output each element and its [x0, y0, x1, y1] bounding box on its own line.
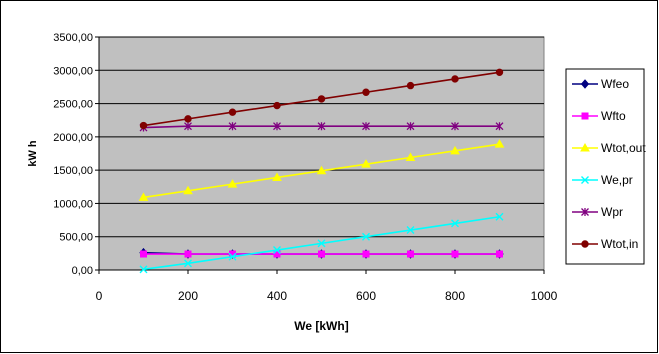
data-point — [451, 250, 459, 258]
legend-marker — [581, 176, 589, 184]
series-1 — [140, 250, 503, 258]
data-point — [406, 226, 415, 235]
legend-label: Wpr — [601, 205, 623, 219]
data-point — [184, 115, 192, 123]
data-point — [273, 250, 281, 258]
y-tick-label: 1500,00 — [53, 165, 93, 177]
data-point — [273, 122, 281, 131]
legend-label: Wtot,out — [601, 141, 646, 155]
data-point — [405, 152, 416, 161]
y-axis-label: kW h — [27, 140, 39, 167]
x-axis-ticks: 0 200 400 600 800 1000 — [96, 37, 558, 303]
data-point — [317, 95, 326, 103]
y-tick-label: 2000,00 — [53, 132, 93, 144]
series-4 — [139, 122, 504, 132]
data-point — [495, 212, 504, 221]
data-point — [184, 250, 192, 258]
legend-item: Wfeo — [572, 77, 629, 91]
legend-box — [565, 68, 645, 265]
plot-area — [98, 36, 545, 271]
y-tick-label: 3000,00 — [53, 65, 93, 77]
legend-item: We,pr — [572, 173, 633, 187]
y-tick-label: 0,00 — [72, 265, 93, 277]
legend-label: Wfeo — [601, 77, 629, 91]
series-5 — [139, 68, 504, 130]
legend-marker — [581, 112, 589, 120]
data-point — [362, 122, 370, 131]
legend-label: Wtot,in — [601, 237, 638, 251]
data-point — [228, 252, 237, 261]
legend-label: Wfto — [601, 109, 626, 123]
data-point — [495, 122, 504, 131]
data-point — [362, 232, 370, 241]
series-group — [138, 68, 505, 274]
x-tick-label: 1000 — [531, 289, 558, 303]
legend-marker — [580, 79, 590, 89]
data-point — [451, 219, 459, 228]
legend-marker — [580, 142, 590, 152]
x-tick-label: 600 — [356, 289, 376, 303]
data-point — [406, 81, 415, 90]
series-3 — [139, 212, 504, 274]
legend: Wfeo Wfto Wtot,out We,pr Wpr Wtot,in — [565, 68, 646, 265]
data-point — [184, 259, 192, 268]
data-point — [495, 68, 504, 76]
x-axis-label: We [kWh] — [294, 319, 348, 333]
legend-item: Wfto — [572, 109, 626, 123]
data-point — [272, 172, 282, 181]
data-point — [228, 122, 237, 131]
data-point — [318, 250, 325, 258]
data-point — [451, 122, 459, 131]
data-point — [139, 265, 148, 274]
legend-item: Wtot,in — [572, 237, 638, 251]
x-tick-label: 400 — [267, 289, 287, 303]
data-point — [407, 250, 414, 258]
series-2 — [138, 139, 505, 201]
gridlines — [99, 36, 544, 238]
data-point — [362, 88, 370, 96]
y-axis-ticks: 0,00 500,00 1000,00 1500,00 2000,00 2500,00 30… — [53, 32, 99, 277]
data-point — [451, 75, 459, 83]
data-point — [183, 185, 193, 195]
data-point — [139, 121, 148, 130]
legend-label: We,pr — [601, 173, 633, 187]
data-point — [494, 139, 505, 148]
x-tick-label: 200 — [178, 289, 198, 303]
data-point — [227, 179, 238, 188]
y-tick-label: 1000,00 — [53, 198, 93, 210]
data-point — [273, 246, 281, 255]
data-point — [450, 145, 460, 155]
legend-marker — [581, 208, 589, 216]
y-tick-label: 3500,00 — [53, 32, 93, 44]
data-point — [496, 250, 503, 258]
y-tick-label: 2500,00 — [53, 99, 93, 111]
x-tick-label: 800 — [445, 289, 465, 303]
y-tick-label: 500,00 — [59, 232, 93, 244]
data-point — [273, 101, 281, 110]
data-point — [317, 239, 326, 248]
legend-marker — [581, 240, 589, 248]
x-tick-label: 0 — [96, 289, 103, 303]
data-point — [317, 122, 326, 131]
data-point — [138, 192, 149, 201]
data-point — [140, 250, 147, 258]
data-point — [362, 250, 370, 258]
legend-item: Wtot,out — [572, 141, 646, 155]
data-point — [406, 122, 415, 131]
legend-item: Wpr — [572, 205, 623, 219]
data-point — [184, 122, 192, 131]
data-point — [228, 108, 237, 116]
data-point — [361, 159, 371, 168]
data-point — [316, 165, 327, 175]
